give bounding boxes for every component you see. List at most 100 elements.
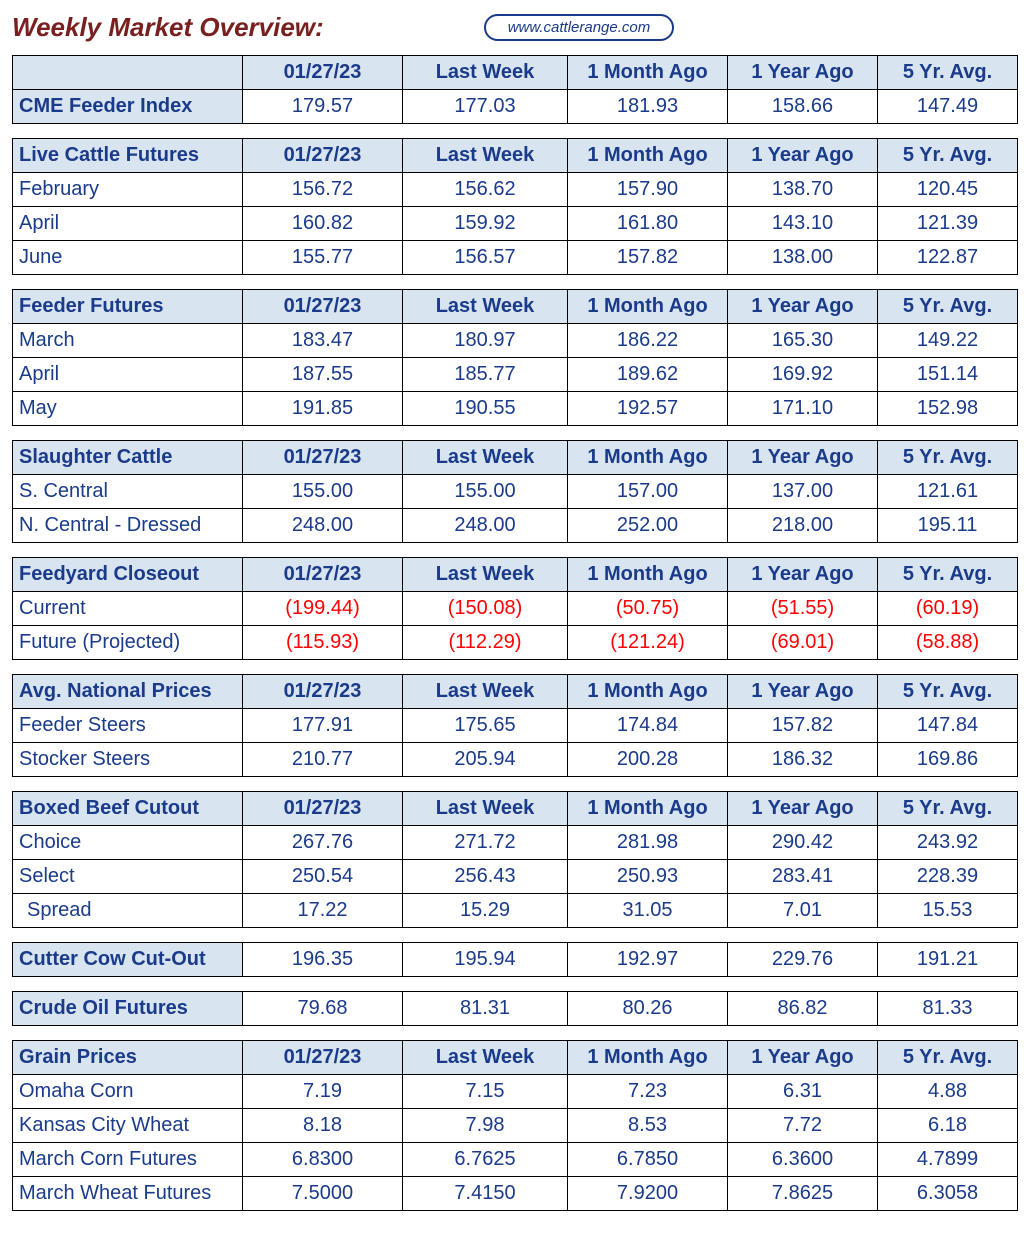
column-header: 5 Yr. Avg. xyxy=(878,56,1018,90)
table-cell: 165.30 xyxy=(728,324,878,358)
table-cell: 8.18 xyxy=(243,1109,403,1143)
column-header: 01/27/23 xyxy=(243,441,403,475)
section-header-label: Feedyard Closeout xyxy=(13,558,243,592)
table-cell: 283.41 xyxy=(728,860,878,894)
table-cell: 158.66 xyxy=(728,90,878,124)
table-cell: 6.8300 xyxy=(243,1143,403,1177)
table-cell: (115.93) xyxy=(243,626,403,660)
table-cell: 149.22 xyxy=(878,324,1018,358)
table-cell: (51.55) xyxy=(728,592,878,626)
column-header: Last Week xyxy=(403,139,568,173)
column-header: 5 Yr. Avg. xyxy=(878,1041,1018,1075)
table-cell: 267.76 xyxy=(243,826,403,860)
market-table: Grain Prices01/27/23Last Week1 Month Ago… xyxy=(12,1040,1018,1211)
row-label: S. Central xyxy=(13,475,243,509)
row-label: Future (Projected) xyxy=(13,626,243,660)
row-label: March xyxy=(13,324,243,358)
row-label: Feeder Steers xyxy=(13,709,243,743)
table-cell: 17.22 xyxy=(243,894,403,928)
table-cell: 229.76 xyxy=(728,943,878,977)
table-cell: 15.53 xyxy=(878,894,1018,928)
table-row: Kansas City Wheat8.187.988.537.726.18 xyxy=(13,1109,1018,1143)
table-cell: 122.87 xyxy=(878,241,1018,275)
table-cell: 152.98 xyxy=(878,392,1018,426)
table-cell: 138.00 xyxy=(728,241,878,275)
table-cell: 218.00 xyxy=(728,509,878,543)
table-cell: 147.49 xyxy=(878,90,1018,124)
table-row: N. Central - Dressed248.00248.00252.0021… xyxy=(13,509,1018,543)
table-header-row: Boxed Beef Cutout01/27/23Last Week1 Mont… xyxy=(13,792,1018,826)
table-cell: 183.47 xyxy=(243,324,403,358)
column-header: 01/27/23 xyxy=(243,792,403,826)
column-header: 1 Month Ago xyxy=(568,558,728,592)
table-cell: 228.39 xyxy=(878,860,1018,894)
column-header: 1 Month Ago xyxy=(568,56,728,90)
column-header: Last Week xyxy=(403,558,568,592)
market-table: Crude Oil Futures79.6881.3180.2686.8281.… xyxy=(12,991,1018,1026)
column-header: 1 Month Ago xyxy=(568,1041,728,1075)
column-header: Last Week xyxy=(403,792,568,826)
market-section: Slaughter Cattle01/27/23Last Week1 Month… xyxy=(12,440,1012,543)
table-row: S. Central155.00155.00157.00137.00121.61 xyxy=(13,475,1018,509)
column-header: 1 Year Ago xyxy=(728,290,878,324)
table-row: Feeder Steers177.91175.65174.84157.82147… xyxy=(13,709,1018,743)
table-row: Future (Projected)(115.93)(112.29)(121.2… xyxy=(13,626,1018,660)
table-cell: (50.75) xyxy=(568,592,728,626)
column-header: 1 Year Ago xyxy=(728,558,878,592)
section-header-label xyxy=(13,56,243,90)
table-row: April187.55185.77189.62169.92151.14 xyxy=(13,358,1018,392)
table-row: March Corn Futures6.83006.76256.78506.36… xyxy=(13,1143,1018,1177)
row-label: April xyxy=(13,358,243,392)
table-cell: 159.92 xyxy=(403,207,568,241)
table-cell: (60.19) xyxy=(878,592,1018,626)
column-header: Last Week xyxy=(403,1041,568,1075)
table-cell: 248.00 xyxy=(243,509,403,543)
table-cell: 189.62 xyxy=(568,358,728,392)
table-cell: 200.28 xyxy=(568,743,728,777)
table-cell: 31.05 xyxy=(568,894,728,928)
column-header: Last Week xyxy=(403,56,568,90)
table-cell: 7.01 xyxy=(728,894,878,928)
table-cell: 157.82 xyxy=(728,709,878,743)
market-table: 01/27/23Last Week1 Month Ago1 Year Ago5 … xyxy=(12,55,1018,124)
table-cell: 256.43 xyxy=(403,860,568,894)
table-row: Spread17.2215.2931.057.0115.53 xyxy=(13,894,1018,928)
table-cell: 155.00 xyxy=(403,475,568,509)
section-header-label: Avg. National Prices xyxy=(13,675,243,709)
column-header: 01/27/23 xyxy=(243,139,403,173)
table-row: CME Feeder Index179.57177.03181.93158.66… xyxy=(13,90,1018,124)
section-header-label: Grain Prices xyxy=(13,1041,243,1075)
column-header: 1 Month Ago xyxy=(568,139,728,173)
table-row: June155.77156.57157.82138.00122.87 xyxy=(13,241,1018,275)
table-cell: 192.57 xyxy=(568,392,728,426)
table-cell: 281.98 xyxy=(568,826,728,860)
market-table: Avg. National Prices01/27/23Last Week1 M… xyxy=(12,674,1018,777)
table-cell: 6.7850 xyxy=(568,1143,728,1177)
table-cell: 121.61 xyxy=(878,475,1018,509)
column-header: 01/27/23 xyxy=(243,1041,403,1075)
column-header: 1 Year Ago xyxy=(728,441,878,475)
source-url-badge: www.cattlerange.com xyxy=(484,14,675,41)
table-cell: 156.57 xyxy=(403,241,568,275)
table-cell: 180.97 xyxy=(403,324,568,358)
table-header-row: Live Cattle Futures01/27/23Last Week1 Mo… xyxy=(13,139,1018,173)
table-cell: 169.86 xyxy=(878,743,1018,777)
market-table: Feeder Futures01/27/23Last Week1 Month A… xyxy=(12,289,1018,426)
section-header-label: Cutter Cow Cut-Out xyxy=(13,943,243,977)
table-cell: 179.57 xyxy=(243,90,403,124)
market-section: Avg. National Prices01/27/23Last Week1 M… xyxy=(12,674,1012,777)
column-header: 5 Yr. Avg. xyxy=(878,441,1018,475)
table-cell: 6.31 xyxy=(728,1075,878,1109)
column-header: 01/27/23 xyxy=(243,290,403,324)
table-header-row: Slaughter Cattle01/27/23Last Week1 Month… xyxy=(13,441,1018,475)
table-row: Crude Oil Futures79.6881.3180.2686.8281.… xyxy=(13,992,1018,1026)
row-label: May xyxy=(13,392,243,426)
table-cell: 186.22 xyxy=(568,324,728,358)
table-cell: 120.45 xyxy=(878,173,1018,207)
sections-container: 01/27/23Last Week1 Month Ago1 Year Ago5 … xyxy=(12,55,1012,1211)
market-table: Feedyard Closeout01/27/23Last Week1 Mont… xyxy=(12,557,1018,660)
market-table: Slaughter Cattle01/27/23Last Week1 Month… xyxy=(12,440,1018,543)
table-cell: 205.94 xyxy=(403,743,568,777)
table-cell: (150.08) xyxy=(403,592,568,626)
market-table: Boxed Beef Cutout01/27/23Last Week1 Mont… xyxy=(12,791,1018,928)
